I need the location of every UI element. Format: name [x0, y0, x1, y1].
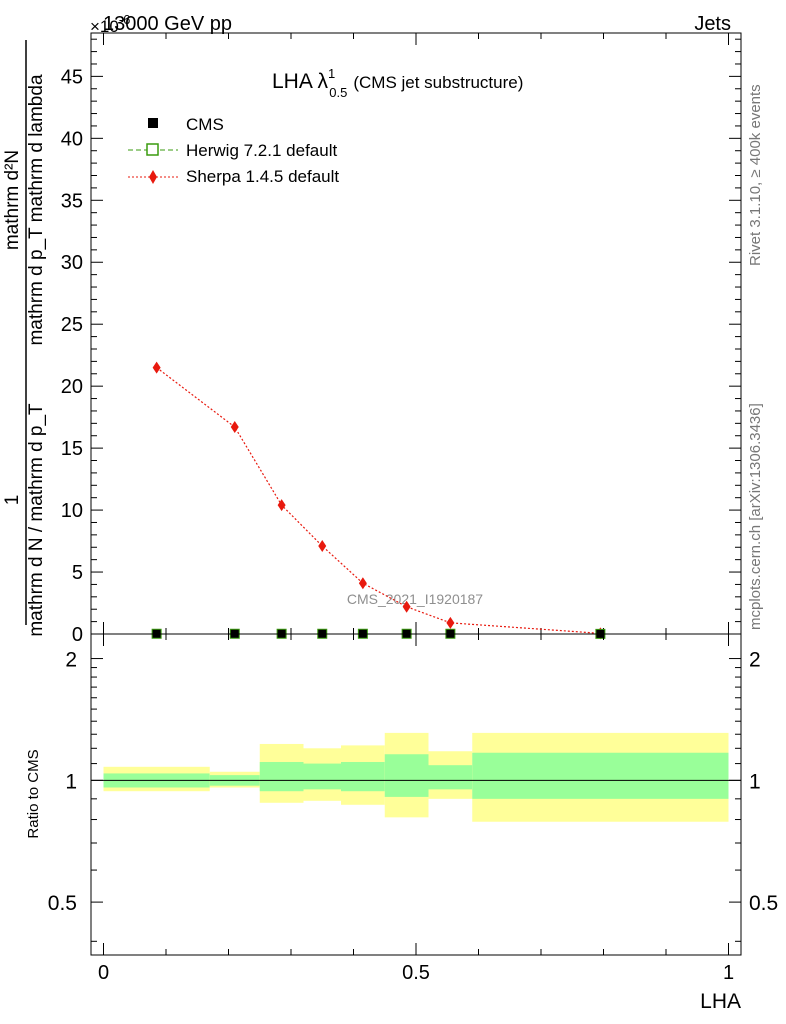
- ratio-inner-band: [341, 761, 385, 792]
- x-axis-label: LHA: [700, 990, 741, 1013]
- svg-text:mathrm d²N: mathrm d²N: [2, 150, 23, 250]
- main-ytick-label: 40: [61, 128, 83, 150]
- legend-herwig-label: Herwig 7.2.1 default: [186, 141, 337, 160]
- energy-label: 13000 GeV pp: [103, 13, 232, 35]
- legend-sherpa-label: Sherpa 1.4.5 default: [186, 167, 339, 186]
- sherpa-point: [358, 577, 367, 590]
- ratio-ytick-label-right: 1: [749, 770, 761, 793]
- watermark: CMS_2021_I1920187: [347, 591, 483, 607]
- ratio-ytick-label: 0.5: [48, 892, 77, 915]
- ratio-ylabel: Ratio to CMS: [25, 749, 42, 838]
- sherpa-point: [446, 616, 455, 629]
- svg-text:1: 1: [2, 495, 23, 506]
- main-ytick-label: 25: [61, 314, 83, 336]
- sherpa-point: [230, 421, 239, 434]
- sherpa-point: [402, 600, 411, 613]
- rivet-label: Rivet 3.1.10, ≥ 400k events: [747, 84, 764, 266]
- main-ytick-label: 45: [61, 66, 83, 88]
- ratio-inner-band: [472, 752, 729, 799]
- legend-herwig-marker: [146, 143, 159, 156]
- ratio-inner-band: [259, 761, 304, 792]
- main-ytick-label: 20: [61, 376, 83, 398]
- main-title: LHA λ1 0.5(CMS jet substructure): [272, 66, 523, 100]
- sherpa-point: [152, 361, 161, 374]
- ratio-ytick-label-right: 2: [749, 649, 761, 672]
- x-axis: 0 0.5 1: [98, 634, 734, 984]
- main-ytick-label: 15: [61, 438, 83, 460]
- sherpa-point: [277, 499, 286, 512]
- legend-cms-marker: [148, 118, 158, 128]
- svg-text:mathrm d N / mathrm d p_T: mathrm d N / mathrm d p_T: [26, 403, 47, 637]
- ratio-ytick-label: 2: [65, 649, 77, 672]
- exponent-label: ×10-6: [90, 12, 130, 36]
- legend-sherpa-marker: [149, 170, 157, 184]
- ratio-inner-band: [384, 754, 429, 797]
- main-ytick-label: 0: [72, 624, 83, 646]
- category-label: Jets: [694, 13, 731, 35]
- xtick-label: 0.5: [402, 962, 430, 984]
- main-y-axis: 0 5 10 15 20 25 30 35 40 45: [61, 33, 741, 646]
- main-ytick-label: 10: [61, 500, 83, 522]
- main-ytick-label: 5: [72, 562, 83, 584]
- ratio-inner-band: [303, 763, 341, 790]
- xtick-label: 1: [723, 962, 734, 984]
- ratio-y-axis: 0.5 0.5 1 1 2 2: [48, 649, 778, 942]
- legend: CMS Herwig 7.2.1 default Sherpa 1.4.5 de…: [128, 115, 339, 186]
- main-ylabel: 1 mathrm d N / mathrm d p_T mathrm d²N m…: [2, 40, 47, 637]
- xtick-label: 0: [98, 962, 109, 984]
- sherpa-point: [318, 540, 327, 553]
- main-ytick-label: 35: [61, 190, 83, 212]
- sherpa-line: [156, 367, 601, 634]
- legend-cms-label: CMS: [186, 115, 224, 134]
- mcplots-label: mcplots.cern.ch [arXiv:1306.3436]: [747, 403, 764, 630]
- ratio-ytick-label-right: 0.5: [749, 892, 778, 915]
- svg-text:mathrm d p_T mathrm d lambda: mathrm d p_T mathrm d lambda: [26, 74, 47, 345]
- ratio-inner-band: [428, 765, 473, 790]
- ratio-bands-group: [103, 732, 729, 822]
- main-ytick-label: 30: [61, 252, 83, 274]
- ratio-ytick-label: 1: [65, 770, 77, 793]
